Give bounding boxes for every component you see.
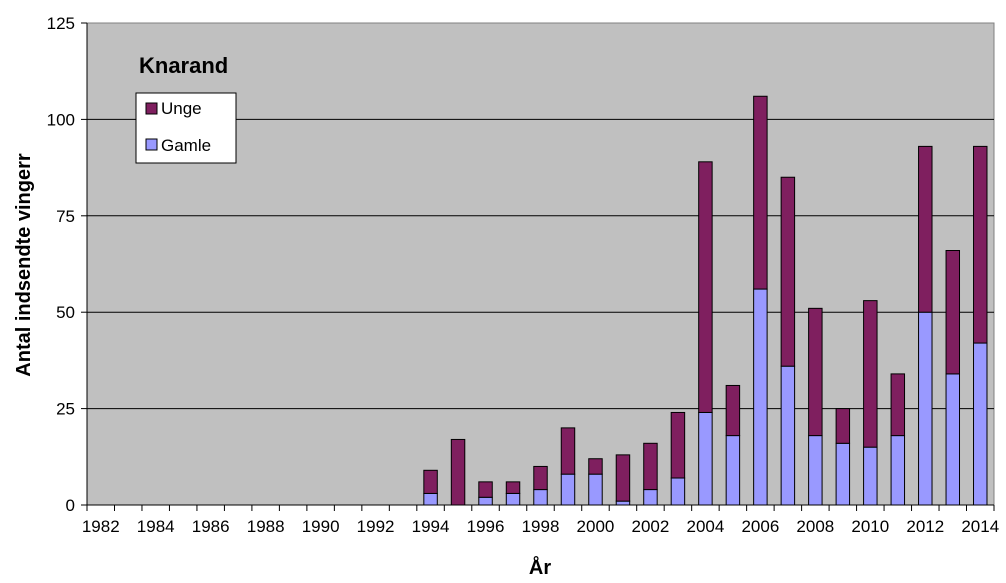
bar-unge-2004	[698, 161, 713, 413]
bar-unge-1994	[423, 469, 438, 494]
bar-unge-2009	[835, 408, 851, 444]
x-tick-label: 2014	[961, 517, 999, 536]
y-tick-label: 100	[47, 110, 75, 129]
bar-gamle-2004	[698, 411, 713, 506]
bar-unge-2012	[918, 145, 933, 313]
x-tick-label: 1998	[522, 517, 560, 536]
bar-gamle-1999	[560, 473, 576, 506]
x-tick-label: 2002	[632, 517, 670, 536]
x-tick-label: 1992	[357, 517, 395, 536]
bar-gamle-1998	[533, 489, 548, 506]
bar-unge-2014	[973, 145, 988, 344]
bars	[423, 95, 988, 506]
bar-gamle-2012	[918, 311, 933, 506]
bar-gamle-2009	[835, 442, 851, 506]
bar-unge-1995	[450, 438, 466, 506]
x-tick-label: 2012	[906, 517, 944, 536]
bar-unge-1999	[560, 427, 576, 475]
bar-gamle-2007	[780, 365, 796, 506]
bar-unge-2005	[725, 384, 741, 437]
x-tick-label: 2008	[796, 517, 834, 536]
bar-gamle-2008	[808, 435, 823, 506]
bar-unge-2007	[780, 176, 796, 367]
bar-gamle-2002	[643, 489, 658, 506]
x-tick-label: 2006	[741, 517, 779, 536]
bar-gamle-2013	[945, 373, 961, 506]
legend-swatch-gamle	[145, 138, 158, 151]
legend: Unge Gamle	[135, 92, 237, 164]
bar-gamle-2010	[863, 446, 878, 506]
chart-title: Knarand	[139, 53, 228, 78]
bar-unge-2010	[863, 300, 878, 448]
axes	[81, 22, 995, 511]
bar-unge-2002	[643, 442, 658, 491]
bar-gamle-1997	[505, 492, 521, 506]
x-tick-label: 1984	[137, 517, 175, 536]
y-tick-label: 25	[56, 400, 75, 419]
bar-gamle-2011	[890, 435, 906, 506]
y-tick-label: 125	[47, 14, 75, 33]
bar-unge-2011	[890, 373, 906, 437]
y-tick-label: 0	[66, 496, 75, 515]
bar-gamle-1996	[478, 496, 493, 506]
x-axis-title: År	[529, 555, 551, 579]
bar-gamle-2001	[615, 500, 631, 506]
bar-gamle-1994	[423, 492, 438, 506]
bar-unge-2001	[615, 454, 631, 502]
x-tick-label: 1996	[467, 517, 505, 536]
bar-unge-2013	[945, 250, 961, 375]
bar-gamle-2003	[670, 477, 686, 506]
bar-gamle-2014	[973, 342, 988, 506]
legend-swatch-unge	[145, 102, 158, 115]
bar-gamle-2006	[753, 288, 768, 506]
x-tick-label: 1988	[247, 517, 285, 536]
x-tick-label: 1994	[412, 517, 450, 536]
bar-unge-2008	[808, 307, 823, 437]
bar-gamle-2005	[725, 435, 741, 506]
bar-unge-2003	[670, 411, 686, 479]
x-tick-label: 1986	[192, 517, 230, 536]
y-tick-label: 50	[56, 303, 75, 322]
x-tick-label: 2004	[686, 517, 724, 536]
x-tick-label: 2000	[577, 517, 615, 536]
bar-unge-2000	[588, 458, 603, 475]
y-tick-labels: 0 25 50 75 100 125	[47, 14, 75, 515]
y-tick-label: 75	[56, 207, 75, 226]
x-tick-label: 1990	[302, 517, 340, 536]
bar-gamle-2000	[588, 473, 603, 506]
bar-unge-2006	[753, 95, 768, 290]
bar-unge-1997	[505, 481, 521, 494]
legend-label-unge: Unge	[161, 99, 202, 118]
x-tick-label: 2010	[851, 517, 889, 536]
bar-unge-1996	[478, 481, 493, 498]
x-tick-labels: 1982 1984 1986 1988 1990 1992 1994 1996 1998 2000…	[82, 517, 999, 536]
legend-label-gamle: Gamle	[161, 136, 211, 155]
bar-unge-1998	[533, 465, 548, 491]
x-tick-label: 1982	[82, 517, 120, 536]
y-axis-title: Antal indsendte vingerr	[13, 153, 35, 377]
